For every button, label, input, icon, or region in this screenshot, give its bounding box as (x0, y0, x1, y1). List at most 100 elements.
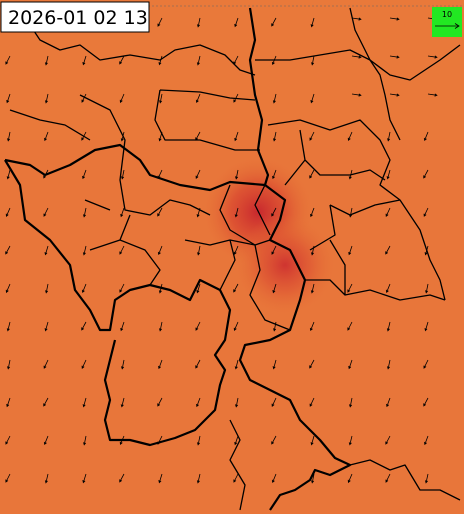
wind-arrow (271, 207, 277, 217)
wind-arrow (157, 245, 163, 256)
wind-arrow (82, 245, 87, 256)
wind-arrow (81, 93, 87, 103)
wind-arrow (425, 283, 429, 294)
wind-arrow (6, 397, 11, 408)
wind-arrow (423, 359, 429, 369)
wind-arrow (121, 359, 125, 370)
wind-arrow (6, 93, 11, 104)
wind-arrow (427, 55, 438, 59)
wind-arrow (235, 397, 239, 408)
wind-arrow (386, 169, 391, 180)
wind-arrow (44, 131, 49, 142)
wind-arrow (385, 473, 391, 483)
wind-arrow (195, 359, 201, 369)
wind-arrow (427, 93, 438, 97)
wind-arrow (310, 207, 315, 218)
wind-arrow (43, 169, 49, 179)
wind-arrow (197, 435, 201, 446)
wind-arrow (347, 321, 353, 331)
wind-arrow (233, 93, 239, 103)
wind-arrow (309, 169, 315, 179)
wind-arrow (120, 131, 125, 142)
timestamp-box (0, 1, 150, 33)
wind-arrow (310, 93, 315, 104)
wind-arrow (234, 207, 239, 218)
region-border (267, 119, 446, 301)
wind-arrow (43, 397, 49, 407)
wind-arrow (82, 169, 87, 180)
wind-arrow (157, 169, 163, 179)
wind-arrow (351, 93, 362, 97)
wind-arrow (423, 397, 429, 407)
region-border (154, 89, 260, 151)
wind-arrow (235, 169, 239, 180)
wind-arrow (311, 473, 315, 484)
wind-arrow (271, 55, 277, 66)
wind-arrow (385, 435, 391, 445)
wind-arrow (389, 17, 400, 21)
wind-arrow (348, 169, 353, 180)
wind-arrow (233, 245, 239, 255)
wind-arrow (385, 207, 391, 217)
timestamp: 2026-01 02 13 (8, 7, 148, 29)
wind-arrow (159, 321, 163, 332)
wind-arrow (6, 321, 11, 332)
wind-arrow (119, 93, 125, 104)
country-border (4, 159, 232, 447)
wind-arrow (347, 473, 353, 484)
wind-arrow (81, 321, 87, 331)
wind-arrow (273, 321, 277, 332)
country-border (4, 143, 352, 511)
wind-arrow (6, 169, 11, 180)
wind-arrow (385, 283, 391, 294)
wind-arrow (119, 435, 125, 445)
wind-arrow (273, 131, 277, 142)
wind-arrow (196, 397, 201, 408)
wind-arrow (272, 93, 277, 104)
wind-arrow (119, 283, 125, 293)
wind-arrow (5, 435, 11, 445)
region-border (19, 9, 256, 76)
wind-arrow (387, 131, 391, 142)
wind-arrow (195, 321, 201, 331)
wind-arrow (234, 17, 239, 28)
wind-arrow (5, 55, 11, 65)
wind-arrow (158, 283, 163, 294)
wind-arrow (197, 17, 201, 28)
wind-arrow (271, 245, 277, 255)
wind-arrow (157, 397, 163, 407)
wind-arrow (5, 283, 11, 294)
wind-arrow (347, 283, 353, 293)
wind-arrow (83, 207, 87, 218)
wind-arrow (311, 245, 315, 256)
wind-arrow (310, 17, 315, 28)
wind-arrow (271, 473, 277, 484)
wind-arrow (157, 17, 163, 27)
wind-arrow (271, 435, 277, 445)
region-border (229, 419, 461, 511)
wind-arrow (389, 93, 400, 97)
wind-arrow (272, 169, 277, 180)
wind-arrow (348, 359, 353, 370)
wind-arrow (386, 321, 391, 332)
legend-box (432, 7, 462, 37)
wind-arrow (233, 283, 239, 293)
wind-arrow (234, 435, 239, 446)
wind-arrow (5, 207, 11, 217)
wind-arrow (119, 473, 125, 483)
wind-arrow (348, 245, 353, 256)
wind-arrow (7, 131, 11, 142)
wind-arrow (119, 245, 125, 255)
boundaries (4, 7, 461, 511)
region-border (184, 239, 291, 331)
wind-arrow (44, 245, 49, 256)
wind-arrow (44, 473, 49, 484)
wind-arrow (43, 359, 49, 369)
wind-arrow (424, 435, 429, 446)
wind-arrow (82, 397, 87, 408)
wind-arrow (43, 435, 49, 446)
wind-arrow (196, 473, 201, 484)
wind-arrow (311, 55, 315, 66)
